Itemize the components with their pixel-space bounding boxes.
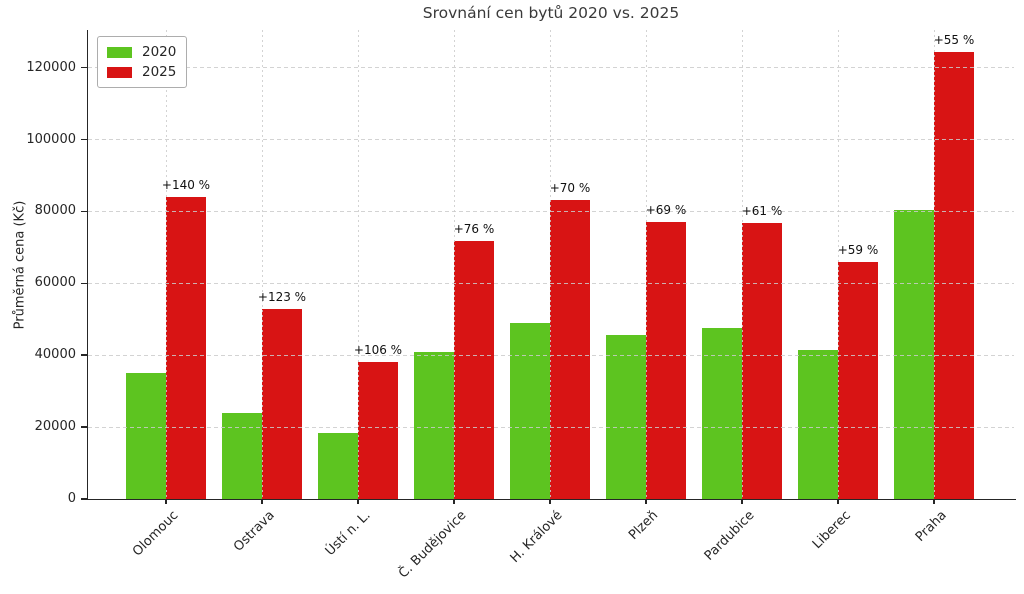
bar-2020-olomouc [126,373,166,499]
y-axis-spine [86,30,88,499]
y-tick-mark [81,138,88,141]
legend-item-2025: 2025 [107,62,176,82]
legend-swatch-2025 [107,66,132,78]
y-tick-label: 40000 [34,347,76,363]
x-tick-label-text: Č. Budějovice [396,508,470,582]
x-tick-label-text: Olomouc [130,508,182,560]
y-tick-mark [81,210,88,213]
bar-2025-pardubice [742,222,782,499]
bar-2020-h-kr-lov [510,322,550,499]
x-tick-label-text: Ostrava [230,508,278,555]
bar-2020-bud-jovice [414,352,454,499]
y-tick-label: 100000 [26,131,76,147]
x-tick-mark [549,499,551,504]
v-gridline [549,30,551,499]
y-axis-label: Průměrná cena (Kč) [12,200,28,330]
x-tick-mark [741,499,743,504]
legend-label: 2020 [142,44,177,60]
bar-percentage-label: +70 % [549,180,591,195]
x-tick-mark [453,499,455,504]
x-tick-mark [837,499,839,504]
y-tick-mark [81,282,88,285]
y-tick-mark [81,498,88,500]
y-tick-label: 20000 [34,419,76,435]
bar-2025-liberec [838,261,878,499]
y-tick-mark [81,354,88,356]
bar-percentage-label: +59 % [837,242,879,257]
y-tick-label: 0 [67,491,76,506]
y-tick-mark [81,426,88,428]
bar-percentage-label: +55 % [933,32,975,47]
bar-2025-h-kr-lov [550,199,590,499]
bar-2025-bud-jovice [454,240,494,499]
bar-2020-plze [606,335,646,499]
h-gridline [88,426,1014,428]
x-tick-mark [165,499,167,504]
v-gridline [261,30,263,499]
y-tick-label: 60000 [34,275,76,291]
legend-label: 2025 [142,64,177,80]
v-gridline [837,30,839,499]
bar-2025-olomouc [166,197,206,499]
bar-percentage-label: +69 % [645,203,687,218]
bar-percentage-label: +61 % [741,203,783,218]
x-tick-label-text: H. Králové [507,508,566,566]
x-tick-label-text: Pardubice [701,508,758,564]
x-tick-label-text: Plzeň [626,508,662,544]
y-tick-mark [81,66,88,69]
bar-2020-st-n-l [318,432,358,499]
legend: 2020 2025 [97,36,188,88]
bar-2020-praha [894,210,934,499]
bar-2025-st-n-l [358,362,398,499]
bar-percentage-label: +140 % [161,178,211,193]
bar-percentage-label: +106 % [353,343,403,358]
x-axis-spine [86,498,1016,501]
v-gridline [741,30,743,499]
bar-2020-ostrava [222,413,262,499]
x-tick-label-text: Liberec [809,508,854,553]
bar-2020-liberec [798,349,838,499]
v-gridline [453,30,455,499]
v-gridline [165,30,167,499]
h-gridline [88,67,1014,69]
h-gridline [88,139,1014,141]
x-tick-mark [261,499,263,504]
chart-title: Srovnání cen bytů 2020 vs. 2025 [422,4,680,22]
x-tick-mark [645,499,647,504]
y-tick-label: 120000 [26,59,76,75]
bar-2025-plze [646,222,686,499]
legend-swatch-2020 [107,46,132,58]
x-tick-mark [933,499,935,504]
x-tick-label-text: Ústí n. L. [322,508,374,559]
bar-2025-ostrava [262,308,302,499]
bar-percentage-label: +76 % [453,221,495,236]
v-gridline [357,30,359,499]
v-gridline [933,30,935,499]
plot-area: 2020 2025 0 20000 40000 60000 80000 100000 1200… [26,30,1016,581]
bar-percentage-label: +123 % [257,289,307,304]
x-tick-mark [357,499,359,504]
h-gridline [88,210,1014,212]
bar-2025-praha [934,51,974,499]
y-tick-label: 80000 [34,203,76,219]
v-gridline [645,30,647,499]
h-gridline [88,282,1014,284]
h-gridline [88,354,1014,356]
legend-item-2020: 2020 [107,42,176,62]
x-tick-label-text: Praha [912,508,950,545]
bar-2020-pardubice [702,327,742,499]
